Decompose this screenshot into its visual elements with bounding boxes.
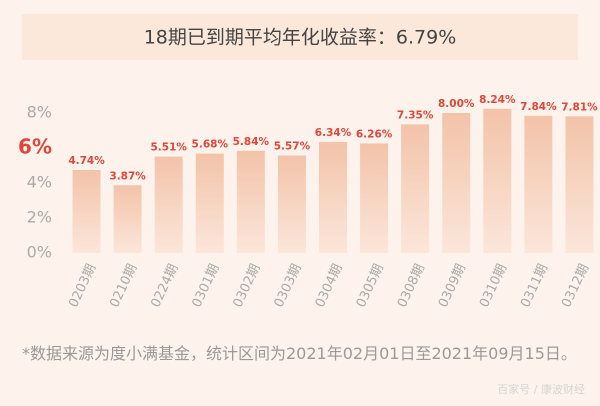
- bar: [277, 155, 306, 253]
- y-tick-label: 4%: [27, 173, 52, 192]
- bar: [442, 113, 471, 253]
- footnote: *数据来源为度小满基金，统计区间为2021年02月01日至2021年09月15日…: [22, 344, 577, 363]
- y-tick-label: 2%: [27, 208, 52, 227]
- value-label: 6.34%: [315, 127, 352, 139]
- bar: [401, 124, 430, 253]
- value-label: 7.84%: [520, 101, 557, 113]
- bar: [72, 170, 101, 253]
- title-box: [22, 14, 578, 60]
- bar: [236, 150, 265, 253]
- chart-title: 18期已到期平均年化收益率：6.79%: [144, 27, 457, 49]
- bar: [195, 153, 224, 253]
- value-label: 3.87%: [109, 170, 146, 182]
- bar: [154, 156, 183, 253]
- value-label: 6.26%: [356, 128, 393, 140]
- value-label: 7.81%: [561, 101, 598, 113]
- bar: [360, 143, 389, 253]
- bar: [483, 108, 512, 253]
- bar: [319, 142, 347, 253]
- y-tick-label: 0%: [27, 243, 52, 262]
- bar: [565, 116, 594, 253]
- value-label: 8.24%: [479, 94, 516, 106]
- value-label: 5.68%: [192, 139, 229, 151]
- value-label: 7.35%: [397, 109, 434, 121]
- value-label: 5.51%: [150, 142, 187, 154]
- value-label: 4.74%: [68, 155, 105, 167]
- y-tick-label: 6%: [18, 135, 52, 159]
- value-label: 5.84%: [233, 136, 270, 148]
- footnote-box: *数据来源为度小满基金，统计区间为2021年02月01日至2021年09月15日…: [22, 344, 577, 363]
- bar: [524, 115, 553, 253]
- bar: [113, 185, 142, 253]
- value-label: 8.00%: [438, 98, 475, 110]
- y-tick-label: 8%: [27, 103, 52, 122]
- watermark: 百家号 / 康波财经: [497, 382, 585, 396]
- value-label: 5.57%: [274, 141, 311, 153]
